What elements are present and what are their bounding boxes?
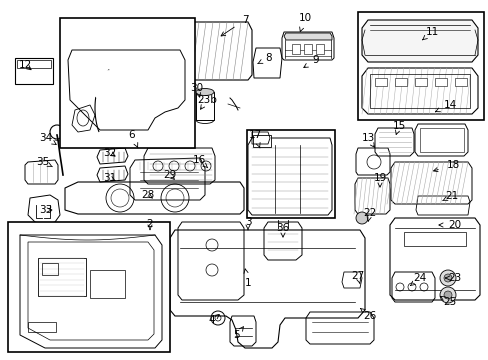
Text: 28: 28 (141, 190, 154, 200)
Circle shape (443, 274, 451, 282)
Polygon shape (414, 124, 467, 156)
Text: 16: 16 (192, 155, 207, 168)
Bar (434, 78, 446, 86)
Bar (196, 92, 214, 120)
Bar (369, 74, 469, 108)
Text: 14: 14 (435, 100, 456, 112)
Text: 12: 12 (19, 60, 32, 70)
Polygon shape (361, 20, 477, 62)
Text: 26: 26 (360, 309, 376, 321)
Circle shape (355, 212, 367, 224)
Text: 13: 13 (361, 133, 374, 147)
Circle shape (128, 63, 172, 107)
Bar (252, 135, 270, 147)
Circle shape (90, 70, 120, 100)
Bar (8, 222, 170, 352)
Polygon shape (390, 162, 471, 204)
Bar (357, 12, 483, 120)
Text: 17: 17 (248, 130, 261, 148)
Text: 36: 36 (276, 223, 289, 237)
Circle shape (443, 291, 451, 299)
Text: 23b: 23b (197, 95, 217, 109)
Bar (419, 128, 463, 152)
Text: 5: 5 (233, 327, 243, 340)
Bar (38, 258, 86, 296)
Bar (42, 263, 58, 275)
Circle shape (21, 62, 29, 70)
Text: 32: 32 (103, 148, 116, 158)
Bar (246, 130, 334, 218)
Text: 31: 31 (103, 173, 116, 183)
Circle shape (135, 70, 164, 100)
Text: 2: 2 (146, 219, 153, 230)
Circle shape (33, 62, 41, 70)
Text: 10: 10 (298, 13, 311, 32)
Text: 19: 19 (373, 173, 386, 187)
Polygon shape (284, 33, 331, 40)
Text: 1: 1 (244, 269, 251, 288)
Bar (403, 232, 465, 246)
Text: 30: 30 (190, 83, 203, 97)
Text: 9: 9 (303, 55, 319, 68)
Bar (60, 18, 195, 148)
Text: 20: 20 (438, 220, 461, 230)
Circle shape (33, 72, 41, 80)
Text: 7: 7 (221, 15, 248, 36)
Text: 15: 15 (391, 121, 405, 135)
Bar (414, 78, 426, 86)
Text: 35: 35 (36, 157, 52, 167)
Bar (17, 60, 51, 68)
Ellipse shape (196, 89, 214, 95)
Circle shape (83, 63, 127, 107)
Text: 3: 3 (244, 217, 251, 230)
Circle shape (21, 72, 29, 80)
Text: 25: 25 (440, 296, 456, 307)
Text: 22: 22 (363, 208, 376, 221)
Polygon shape (361, 68, 477, 114)
Text: 23: 23 (445, 273, 461, 283)
Text: 11: 11 (422, 27, 438, 40)
Circle shape (439, 270, 455, 286)
Text: 34: 34 (40, 133, 56, 144)
Circle shape (439, 287, 455, 303)
Text: 33: 33 (40, 205, 53, 215)
Text: 6: 6 (128, 130, 138, 148)
Polygon shape (354, 178, 389, 214)
Bar (90, 270, 125, 298)
Text: 4: 4 (208, 315, 219, 325)
Bar (374, 78, 386, 86)
Bar (291, 44, 299, 54)
Text: 24: 24 (409, 273, 426, 285)
Text: 8: 8 (257, 53, 272, 64)
Text: 29: 29 (163, 170, 176, 180)
Polygon shape (178, 22, 251, 80)
Bar (454, 78, 466, 86)
Bar (28, 322, 56, 332)
Text: 27: 27 (351, 271, 364, 284)
Text: 21: 21 (442, 191, 458, 201)
Text: 18: 18 (433, 160, 459, 172)
Bar (315, 44, 324, 54)
Bar (394, 78, 406, 86)
Bar (15, 58, 53, 84)
Bar (304, 44, 311, 54)
